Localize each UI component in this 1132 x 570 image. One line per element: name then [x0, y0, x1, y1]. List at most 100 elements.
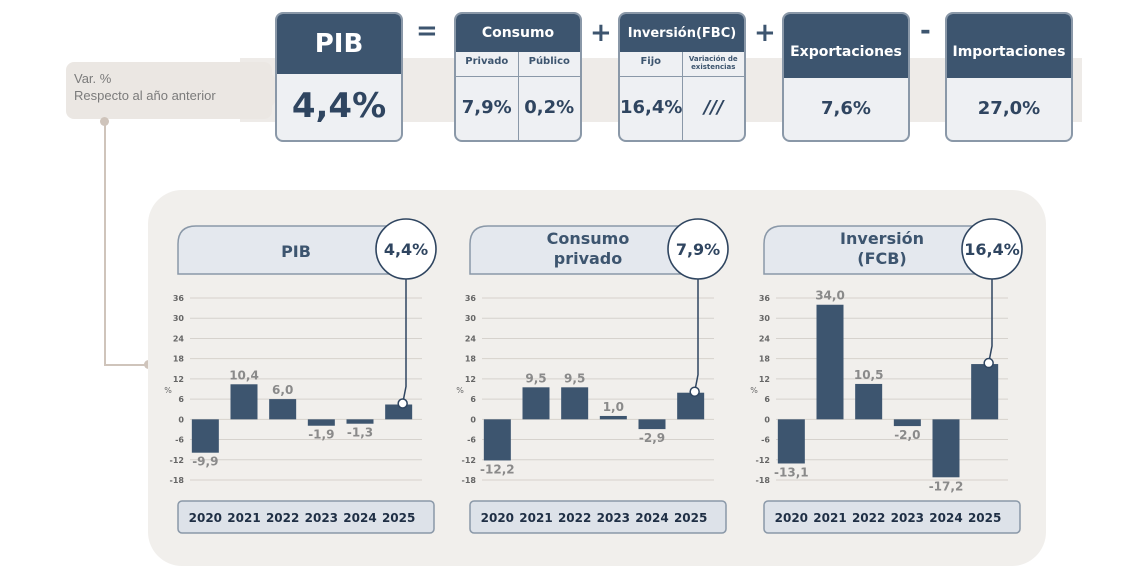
- chart-0-bar: [191, 419, 219, 453]
- consumo-sub-privado: Privado: [465, 56, 509, 67]
- plus-sign-2: +: [754, 18, 776, 48]
- chart-1-ytick-label: -6: [467, 436, 476, 445]
- importaciones-card: Importaciones 27,0%: [945, 12, 1073, 142]
- importaciones-card-value: 27,0%: [977, 98, 1041, 119]
- chart-0-title-tab: [177, 225, 407, 275]
- chart-0-bar-label: -1,3: [347, 426, 373, 440]
- chart-1-ytick-label: 12: [465, 375, 476, 384]
- chart-1-bar: [522, 387, 550, 420]
- chart-0-bar: [269, 399, 297, 420]
- chart-2-bar: [932, 419, 960, 478]
- equals-sign: =: [416, 16, 438, 46]
- consumo-value-privado: 7,9%: [461, 97, 512, 118]
- chart-2-bar-label: 34,0: [815, 289, 845, 303]
- chart-0-year-bar: [177, 500, 435, 534]
- consumo-card: Consumo Privado Público 7,9% 0,2%: [454, 12, 582, 142]
- chart-1-ytick-label: 30: [465, 314, 477, 323]
- chart-2-ylabel: %: [750, 386, 758, 395]
- chart-2-bar-label: -17,2: [929, 479, 964, 493]
- chart-2-ytick-label: -18: [756, 476, 771, 485]
- chart-0-ytick-label: -18: [170, 476, 185, 485]
- chart-1-bar-label: -12,2: [480, 462, 515, 476]
- chart-2-x-label: 2024: [929, 511, 962, 525]
- chart-1-bar: [599, 415, 627, 420]
- chart-2-bar-label: -13,1: [774, 465, 809, 479]
- chart-1-bar: [677, 392, 705, 420]
- chart-2-title: Inversión: [840, 229, 924, 248]
- chart-1-x-label: 2021: [519, 511, 552, 525]
- pib-card: PIB 4,4%: [275, 12, 403, 142]
- inversion-sub-fijo: Fijo: [640, 56, 662, 67]
- chart-2-x-label: 2020: [775, 511, 808, 525]
- chart-1-bar-label: -2,9: [639, 431, 665, 445]
- chart-0-bar-label: 6,0: [272, 383, 293, 397]
- chart-2-badge-value: 16,4%: [964, 240, 1020, 259]
- chart-0-x-label: 2025: [382, 511, 415, 525]
- inversion-sub-variacion: Variación de existencias: [681, 52, 745, 76]
- var-sub: Respecto al año anterior: [74, 88, 216, 103]
- consumo-sub-publico: Público: [517, 52, 581, 76]
- chart-2-title-tab: [763, 225, 993, 275]
- inversion-card: Inversión(FBC) Fijo Variación de existen…: [618, 12, 746, 142]
- chart-2-bar-label: -2,0: [894, 428, 920, 442]
- chart-1-title: Consumo: [547, 229, 630, 248]
- chart-1-x-label: 2024: [635, 511, 668, 525]
- chart-2-ytick-label: 18: [759, 355, 771, 364]
- chart-1-bar: [483, 419, 511, 461]
- chart-0-x-label: 2024: [343, 511, 376, 525]
- chart-0-ytick-label: 18: [173, 355, 185, 364]
- chart-2-year-bar: [763, 500, 1021, 534]
- chart-0-ytick-label: 6: [178, 395, 184, 404]
- exportaciones-card: Exportaciones 7,6%: [782, 12, 910, 142]
- exportaciones-card-value: 7,6%: [821, 98, 871, 119]
- chart-1-ytick-label: 24: [465, 334, 477, 343]
- chart-2-ytick-label: 36: [759, 294, 771, 303]
- chart-1-x-label: 2022: [558, 511, 591, 525]
- chart-1-x-label: 2025: [674, 511, 707, 525]
- chart-2-leader-line: [987, 279, 993, 364]
- chart-0-x-label: 2023: [305, 511, 338, 525]
- chart-0-bar: [385, 404, 413, 420]
- chart-0-badge-value: 4,4%: [384, 240, 428, 259]
- inversion-card-title: Inversión(FBC): [620, 14, 744, 52]
- chart-1-year-bar: [469, 500, 727, 534]
- pib-card-value: 4,4%: [291, 86, 387, 126]
- chart-2-leader-dot: [983, 357, 994, 369]
- var-label: Var. %: [74, 71, 112, 86]
- connector-horizontal: [104, 364, 148, 366]
- chart-1-ytick-label: 6: [470, 395, 476, 404]
- chart-0-ytick-label: -6: [175, 436, 184, 445]
- chart-0-ytick-label: 36: [173, 294, 185, 303]
- chart-1-bar-label: 9,5: [525, 371, 546, 385]
- chart-2-ytick-label: 6: [764, 395, 770, 404]
- chart-0-x-label: 2022: [266, 511, 299, 525]
- chart-0-ytick-label: 12: [173, 375, 184, 384]
- chart-0-x-label: 2021: [227, 511, 260, 525]
- pib-card-title: PIB: [277, 14, 401, 74]
- chart-2-ytick-label: -12: [756, 456, 770, 465]
- chart-0-bar: [346, 419, 374, 424]
- chart-2-title: (FCB): [857, 249, 907, 268]
- chart-2-ytick-label: 12: [759, 375, 770, 384]
- chart-1-x-label: 2023: [597, 511, 630, 525]
- chart-1-bar: [561, 387, 589, 420]
- consumo-value-publico: 0,2%: [517, 77, 581, 140]
- chart-1-badge-value: 7,9%: [676, 240, 720, 259]
- chart-2-bar: [816, 304, 844, 420]
- chart-1-ytick-label: -18: [462, 476, 477, 485]
- chart-2-bar: [777, 419, 805, 464]
- minus-sign: -: [920, 16, 931, 46]
- plus-sign-1: +: [590, 18, 612, 48]
- chart-1-title-tab: [469, 225, 699, 275]
- chart-0-bar-label: -1,9: [308, 428, 334, 442]
- chart-2-x-label: 2025: [968, 511, 1001, 525]
- chart-2-x-label: 2022: [852, 511, 885, 525]
- chart-2-ytick-label: 24: [759, 334, 771, 343]
- chart-0-bar: [230, 384, 258, 420]
- chart-0-title: PIB: [281, 242, 311, 261]
- chart-2-x-label: 2021: [813, 511, 846, 525]
- chart-1-bar: [638, 419, 666, 430]
- chart-2-x-label: 2023: [891, 511, 924, 525]
